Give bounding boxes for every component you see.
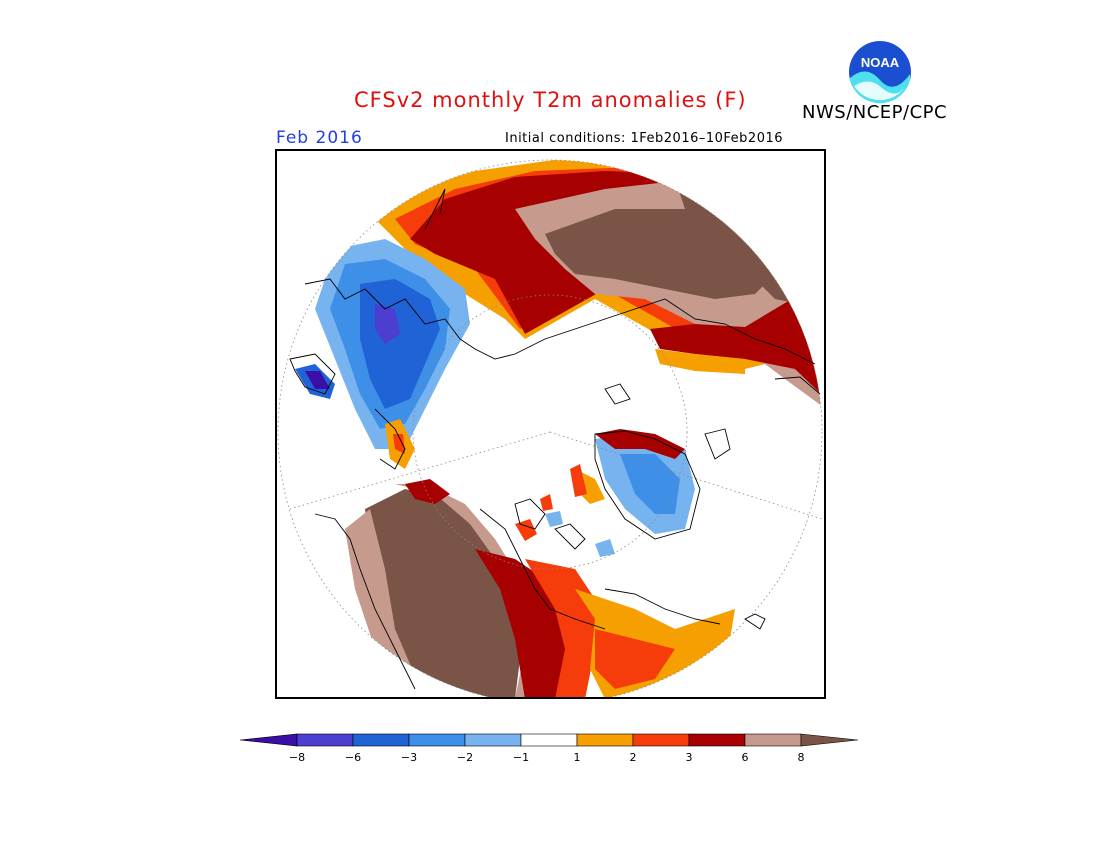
- colorbar-swatch-8: [688, 733, 746, 747]
- colorbar-label: 3: [685, 751, 693, 764]
- colorbar-swatch-6: [576, 733, 634, 747]
- colorbar-label: −1: [512, 751, 530, 764]
- colorbar-label: −3: [400, 751, 418, 764]
- colorbar-label: 2: [629, 751, 637, 764]
- noaa-logo-text: NOAA: [861, 55, 900, 70]
- initial-conditions-label: Initial conditions: 1Feb2016–10Feb2016: [505, 131, 784, 146]
- cold-field-iberia-core: [305, 371, 330, 389]
- colorbar-label: 8: [797, 751, 805, 764]
- warm-field-na-brown: [395, 484, 535, 699]
- warm-field-alaska-darkred: [650, 294, 822, 399]
- colorbar-label: 1: [573, 751, 581, 764]
- cold-field-europe-core: [375, 304, 400, 344]
- period-label: Feb 2016: [276, 128, 363, 148]
- map-title: CFSv2 monthly T2m anomalies (F): [354, 88, 747, 112]
- noaa-logo: NOAA: [849, 41, 911, 104]
- warm-field-northafrica-core: [393, 434, 405, 454]
- colorbar: [239, 733, 859, 747]
- colorbar-label: −6: [344, 751, 362, 764]
- warm-field-na-darkbrown: [365, 489, 525, 699]
- polar-map: [275, 149, 826, 699]
- colorbar-swatch-5: [520, 733, 578, 747]
- warm-field-na-brown-west: [345, 509, 425, 699]
- colorbar-arrow-low: [239, 733, 298, 747]
- organization-label: NWS/NCEP/CPC: [802, 102, 948, 123]
- cold-field-greenland-mid: [620, 454, 680, 514]
- graticule: [277, 159, 823, 699]
- warm-field-north-canada-bits: [405, 479, 450, 504]
- warm-field-na-darkred: [475, 549, 575, 699]
- warm-field-greenland-rim: [595, 429, 685, 459]
- colorbar-label: 6: [741, 751, 749, 764]
- warm-field-alaska-orange: [655, 349, 745, 374]
- warm-field-na-east-red: [595, 629, 675, 689]
- colorbar-swatch-7: [632, 733, 690, 747]
- cold-field-arctic-islands: [545, 511, 615, 557]
- colorbar-arrow-high: [800, 733, 859, 747]
- colorbar-swatch-9: [744, 733, 802, 747]
- warm-field-arctic-islands: [515, 464, 587, 541]
- colorbar-label: −8: [288, 751, 306, 764]
- colorbar-swatch-4: [464, 733, 522, 747]
- warm-field-na-red: [525, 559, 595, 699]
- colorbar-swatch-1: [296, 733, 354, 747]
- colorbar-swatch-3: [408, 733, 466, 747]
- coastlines: [289, 188, 821, 690]
- colorbar-label: −2: [456, 751, 474, 764]
- colorbar-swatch-2: [352, 733, 410, 747]
